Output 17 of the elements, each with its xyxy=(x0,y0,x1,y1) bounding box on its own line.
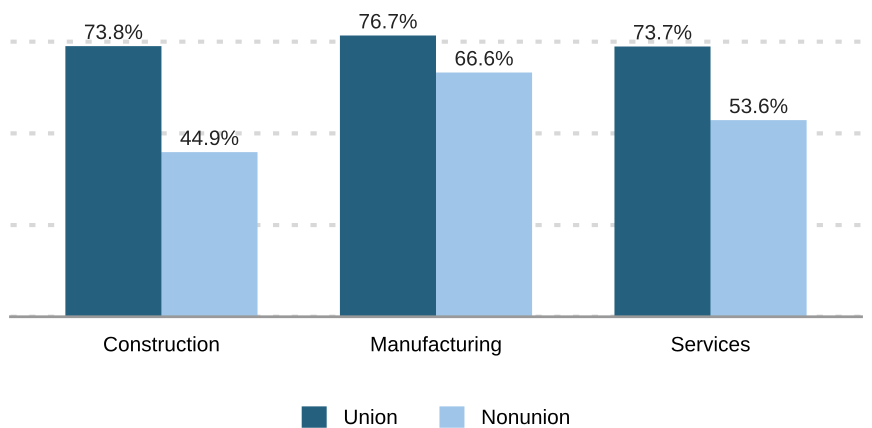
legend-label: Nonunion xyxy=(482,408,569,424)
data-label: 53.6% xyxy=(730,98,788,114)
data-label: 76.7% xyxy=(359,14,417,29)
legend-label: Union xyxy=(344,408,396,424)
x-tick-label: Manufacturing xyxy=(372,336,501,356)
bar xyxy=(340,35,436,317)
bar xyxy=(65,46,162,317)
data-label: 66.6% xyxy=(456,50,513,66)
bar xyxy=(161,152,258,317)
bar xyxy=(710,120,807,317)
x-tick-label: Construction xyxy=(104,336,219,352)
data-label: 73.8% xyxy=(84,24,142,40)
data-label: 44.9% xyxy=(180,130,238,146)
x-tick-label: Services xyxy=(672,336,750,352)
bar xyxy=(436,72,532,317)
bar xyxy=(614,46,711,317)
data-label: 73.7% xyxy=(634,24,692,40)
